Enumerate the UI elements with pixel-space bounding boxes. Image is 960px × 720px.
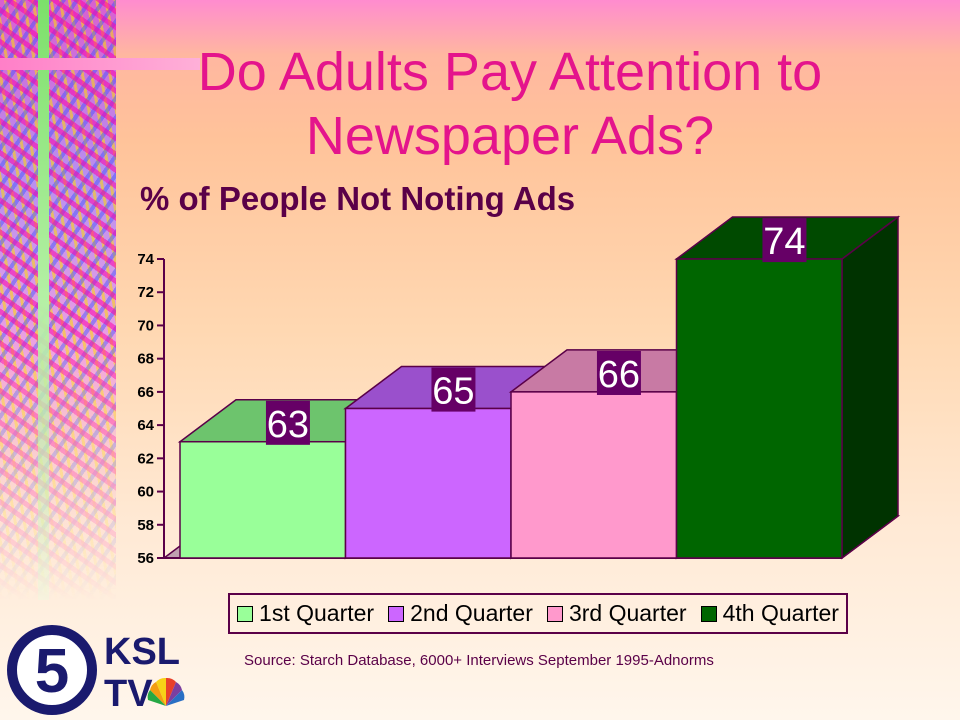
- bar: [179, 440, 347, 559]
- legend-label: 2nd Quarter: [410, 600, 533, 626]
- decorative-texture-strip: [0, 0, 116, 600]
- y-tick-label: 72: [137, 284, 154, 301]
- page-title: Do Adults Pay Attention to Newspaper Ads…: [197, 42, 823, 166]
- legend-label: 4th Quarter: [722, 600, 839, 626]
- legend-label: 3rd Quarter: [568, 600, 687, 626]
- y-tick-label: 70: [137, 317, 154, 334]
- chart-legend: 1st Quarter 2nd Quarter 3rd Quarter 4th …: [228, 593, 848, 634]
- logo-ring: [7, 625, 97, 715]
- legend-item: 2nd Quarter: [388, 600, 533, 627]
- legend-label: 1st Quarter: [259, 600, 375, 626]
- y-tick-label: 62: [137, 450, 154, 467]
- bar: [675, 258, 843, 559]
- decorative-horizontal-bar: [0, 58, 200, 70]
- legend-swatch: [237, 605, 254, 622]
- y-tick-label: 58: [137, 517, 154, 534]
- data-label: 65: [432, 371, 474, 413]
- y-tick-label: 64: [137, 417, 154, 434]
- data-label-bg: [762, 218, 807, 263]
- y-tick-label: 60: [137, 484, 154, 501]
- bar-side: [841, 215, 899, 560]
- y-tick-label: 68: [137, 351, 154, 368]
- bar: [510, 391, 678, 559]
- decorative-vertical-bar: [38, 0, 49, 600]
- y-tick-label: 56: [137, 550, 154, 567]
- peacock-icon: [147, 677, 185, 706]
- logo-text-ksl: KSL: [104, 631, 180, 673]
- data-label: 74: [763, 221, 805, 263]
- chart-title: % of People Not Noting Ads: [140, 180, 576, 217]
- logo-numeral: 5: [35, 637, 69, 706]
- legend-item: 4th Quarter: [700, 600, 839, 627]
- legend-item: 3rd Quarter: [546, 600, 687, 627]
- data-label: 66: [598, 354, 640, 396]
- source-note: Source: Starch Database, 6000+ Interview…: [244, 652, 714, 669]
- legend-swatch: [388, 605, 405, 622]
- legend-swatch: [700, 605, 717, 622]
- data-label-bg: [596, 350, 641, 395]
- y-tick-label: 66: [137, 384, 154, 401]
- data-label-bg: [431, 367, 476, 412]
- y-tick-label: 74: [137, 251, 154, 268]
- bar: [344, 407, 512, 559]
- bar-chart: 56 58 60 62 64 66 68 70 72 74 63 65 66 74: [137, 215, 901, 567]
- data-label-bg: [265, 400, 310, 445]
- legend-item: 1st Quarter: [237, 600, 374, 627]
- ksl-tv-logo: 5 KSL TV: [7, 625, 185, 715]
- logo-text-tv: TV: [104, 673, 153, 715]
- legend-swatch: [546, 605, 563, 622]
- data-label: 63: [267, 404, 309, 446]
